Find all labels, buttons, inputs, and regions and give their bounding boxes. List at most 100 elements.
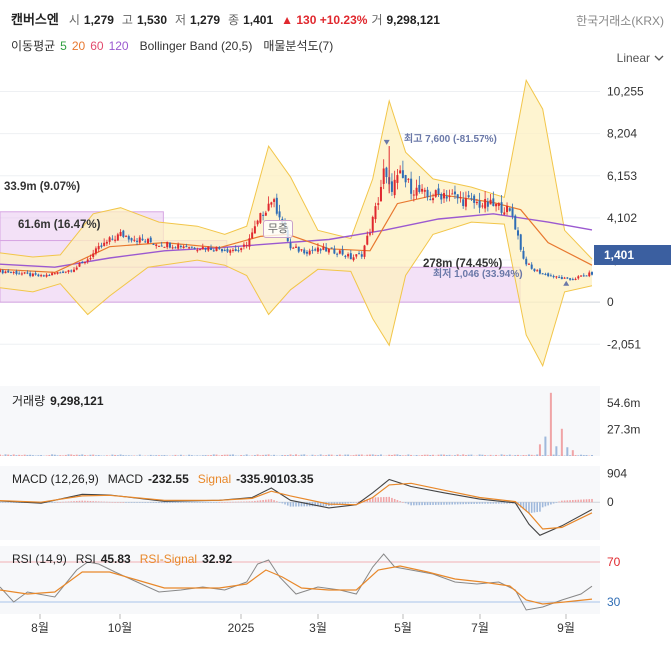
candle-body	[588, 272, 591, 277]
volume-bar	[273, 454, 276, 456]
macd-histogram-bar	[525, 502, 528, 512]
macd-histogram-bar	[193, 502, 196, 503]
volume-bar	[429, 455, 432, 456]
candle-body	[440, 194, 443, 200]
candle-body	[37, 274, 40, 277]
volume-bar	[390, 454, 393, 456]
macd-histogram-bar	[243, 501, 245, 503]
volume-bar	[138, 454, 141, 456]
macd-histogram-bar	[229, 501, 232, 503]
macd-histogram-bar	[407, 502, 410, 505]
price-tick-label: 6,153	[607, 169, 637, 183]
volume-bar	[81, 454, 84, 456]
macd-histogram-bar	[62, 501, 64, 503]
candle-body	[56, 272, 59, 274]
volume-bar	[514, 455, 517, 456]
volume-bar	[399, 454, 402, 456]
ma5-label[interactable]: 5	[60, 39, 67, 53]
candle-body	[585, 275, 588, 277]
candle-body	[519, 234, 522, 250]
candle-body	[385, 167, 388, 178]
candle-body	[517, 230, 519, 236]
macd-histogram-bar	[48, 502, 51, 503]
volume-bar	[366, 454, 369, 456]
macd-histogram-bar	[144, 502, 147, 503]
volume-bar	[111, 454, 114, 456]
candle-body	[552, 275, 555, 278]
volume-bar	[421, 455, 424, 456]
candle-body	[571, 279, 574, 281]
volume-bar	[577, 455, 580, 456]
ma-label[interactable]: 이동평균	[11, 39, 56, 53]
macd-histogram-bar	[314, 502, 316, 507]
candle-body	[111, 238, 114, 240]
event-marker[interactable]: 무증	[263, 220, 293, 238]
candle-body	[242, 244, 245, 247]
volume-bar	[264, 454, 267, 456]
macd-histogram-bar	[350, 502, 352, 503]
macd-histogram-bar	[382, 497, 385, 503]
macd-histogram-bar	[552, 502, 555, 504]
candle-body	[382, 168, 385, 184]
macd-histogram-bar	[191, 502, 193, 503]
volume-bar	[190, 455, 193, 456]
candle-body	[20, 273, 23, 275]
volume-bar	[585, 455, 588, 456]
volume-bar	[201, 455, 204, 456]
volume-bar	[105, 455, 108, 456]
candle-body	[23, 272, 26, 274]
macd-histogram-bar	[550, 502, 552, 505]
macd-histogram-bar	[396, 500, 399, 503]
scale-selector[interactable]: Linear	[617, 51, 664, 65]
ma60-label[interactable]: 60	[90, 39, 104, 53]
volume-bar	[580, 454, 583, 456]
candle-body	[462, 199, 465, 206]
macd-histogram-bar	[541, 502, 544, 508]
x-tick-label: 5월	[394, 621, 412, 635]
macd-tick-label: 0	[607, 495, 614, 509]
volume-bar	[67, 454, 70, 456]
bollinger-label[interactable]: Bollinger Band (20,5)	[139, 39, 253, 53]
candle-body	[347, 254, 350, 257]
candle-body	[366, 235, 369, 245]
macd-histogram-bar	[440, 502, 443, 505]
candle-body	[218, 247, 221, 249]
volume-bar	[226, 454, 229, 456]
candle-body	[358, 253, 361, 255]
candle-body	[196, 250, 199, 252]
volume-bar	[62, 455, 65, 456]
macd-histogram-bar	[232, 501, 234, 503]
volume-bar	[15, 455, 18, 456]
x-tick-label: 2025	[228, 621, 255, 635]
macd-histogram-bar	[281, 502, 284, 504]
volume-bar	[484, 455, 487, 456]
price-tick-label: 8,204	[607, 127, 637, 141]
macd-histogram-bar	[84, 500, 86, 503]
macd-histogram-bar	[489, 502, 492, 504]
candle-body	[92, 253, 95, 257]
ma20-label[interactable]: 20	[71, 39, 86, 53]
volume-spike-bar	[555, 446, 558, 456]
volume-bar	[437, 454, 440, 456]
candle-body	[182, 246, 185, 249]
candle-body	[193, 247, 196, 250]
ma120-label[interactable]: 120	[108, 39, 129, 53]
volume-bar	[56, 455, 59, 456]
volume-bar	[23, 454, 26, 456]
macd-pane-title: MACD (12,26,9) MACD -232.55 Signal -335.…	[12, 472, 314, 486]
volume-bar	[114, 454, 117, 456]
candle-body	[116, 234, 119, 241]
volume-bar	[240, 455, 243, 456]
candle-body	[445, 196, 448, 199]
macd-histogram-bar	[141, 502, 144, 503]
volume-profile-label[interactable]: 매물분석도(7)	[263, 39, 334, 53]
macd-histogram-bar	[51, 502, 53, 503]
candle-body	[289, 242, 292, 249]
volume-bar	[300, 454, 303, 456]
volume-bar	[166, 455, 169, 456]
macd-histogram-bar	[100, 501, 103, 503]
candle-body	[231, 249, 234, 251]
macd-histogram-bar	[366, 499, 369, 503]
candle-body	[223, 249, 226, 251]
